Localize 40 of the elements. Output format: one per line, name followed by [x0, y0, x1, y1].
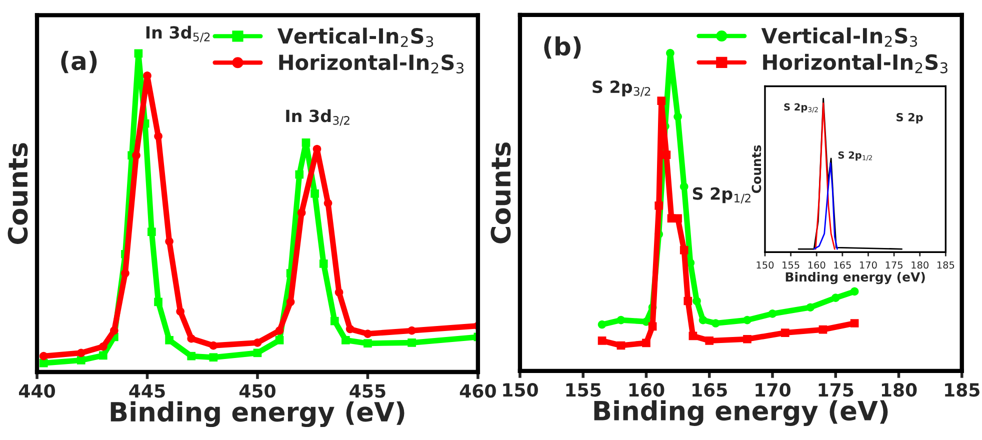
- x-tick-label: 185: [945, 383, 980, 397]
- x-tick-label: 185: [937, 261, 954, 269]
- x-tick-label: 175: [818, 383, 854, 397]
- x-tick-label: 150: [756, 261, 774, 269]
- annotation: S 2p: [896, 112, 923, 124]
- y-axis-title: Counts: [752, 145, 762, 194]
- x-tick-label: 175: [886, 261, 902, 269]
- x-tick-label: 170: [756, 383, 790, 397]
- annotation: In 3d$_{3/2}$: [286, 109, 350, 126]
- x-tick-label: 155: [566, 383, 601, 397]
- annotation: S 2p$_{3/2}$: [592, 80, 650, 97]
- x-axis-title: Binding energy (eV): [786, 272, 925, 284]
- legend-label: Vertical-In$_{2}$S$_{3}$: [761, 27, 918, 47]
- x-tick-label: 180: [882, 383, 917, 397]
- y-axis-title: Counts: [490, 142, 511, 244]
- x-tick-label: 165: [692, 383, 727, 397]
- annotation: S 2p$_{1/2}$: [838, 151, 872, 161]
- annotation: S 2p$_{3/2}$: [784, 103, 818, 113]
- x-tick-label: 160: [629, 383, 664, 397]
- x-tick-label: 450: [239, 384, 276, 398]
- x-axis-title: Binding energy (eV): [594, 400, 888, 426]
- x-tick-label: 160: [808, 261, 826, 269]
- annotation: (b): [544, 36, 581, 59]
- x-tick-label: 155: [782, 261, 800, 269]
- y-axis-title: Counts: [8, 143, 28, 244]
- x-tick-label: 445: [129, 384, 165, 398]
- x-tick-label: 460: [460, 384, 496, 398]
- x-tick-label: 455: [350, 384, 386, 398]
- x-tick-label: 440: [18, 384, 56, 398]
- annotation: (a): [61, 50, 97, 74]
- x-tick-label: 180: [912, 261, 928, 269]
- legend-label: Horizontal-In$_{2}$S$_{3}$: [763, 54, 948, 74]
- x-tick-label: 165: [834, 261, 851, 269]
- x-axis-title: Binding energy (eV): [110, 401, 404, 428]
- x-tick-label: 170: [860, 261, 877, 269]
- legend-label: Vertical-In$_{2}$S$_{3}$: [277, 28, 434, 48]
- x-tick-label: 150: [503, 383, 538, 397]
- text: In 3d$_{5/2}$: [146, 26, 210, 42]
- annotation: S 2p$_{1/2}$: [692, 187, 750, 204]
- legend-label: Horizontal-In$_{2}$S$_{3}$: [279, 54, 464, 74]
